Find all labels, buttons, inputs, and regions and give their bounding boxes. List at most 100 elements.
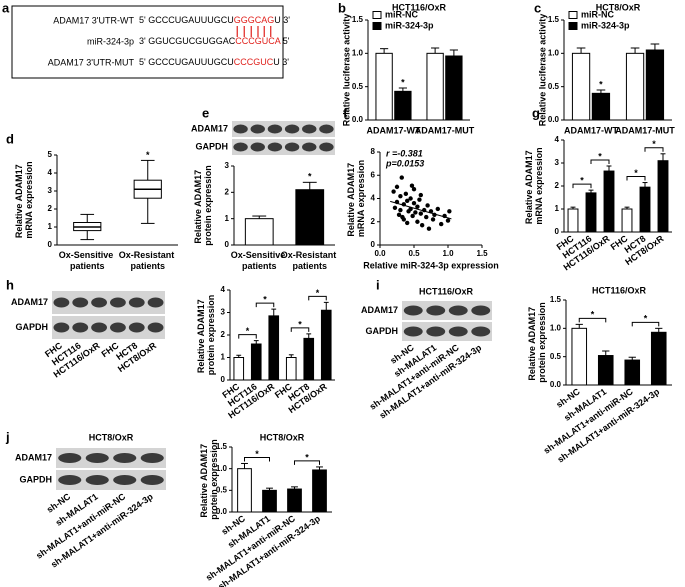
y-tick-label: 4 xyxy=(48,168,53,177)
sequence-name: miR-324-3p xyxy=(87,36,134,46)
blot-band xyxy=(267,124,283,134)
bar xyxy=(287,488,302,513)
point xyxy=(430,217,436,222)
bar xyxy=(571,52,591,121)
chart-title: HCT8/OxR xyxy=(260,432,305,442)
blot-band xyxy=(85,475,109,485)
point xyxy=(424,214,429,220)
legend-swatch xyxy=(372,11,382,19)
bar xyxy=(250,343,262,381)
y-axis-label: Relative ADAM17 mRNA expression xyxy=(346,160,366,237)
y-tick-label: 1.5 xyxy=(352,15,364,24)
point xyxy=(417,197,422,202)
point xyxy=(426,226,432,231)
text-line: protein expression xyxy=(203,165,213,246)
significance-label: * xyxy=(316,288,320,298)
text-line: protein expression xyxy=(537,302,547,383)
point xyxy=(405,198,410,204)
sequence-name: ADAM17 3'UTR-WT xyxy=(53,15,134,25)
x-tick-label: ADAM17-WT xyxy=(564,125,618,135)
point xyxy=(445,218,451,223)
blot-band xyxy=(140,475,164,485)
bar xyxy=(268,315,280,381)
text-line: Relative ADAM17 xyxy=(196,297,206,373)
y-tick-label: 3 xyxy=(48,186,53,195)
bar xyxy=(375,52,393,121)
point xyxy=(418,211,423,216)
x-tick-label: Ox-Resistant patients xyxy=(119,250,177,271)
blot-band xyxy=(110,322,126,333)
blot-band xyxy=(302,142,317,152)
text-line: patients xyxy=(70,261,105,271)
blot-strip xyxy=(52,316,165,339)
significance-bracket xyxy=(572,183,592,189)
significance-bracket xyxy=(244,456,270,462)
panel-letter: e xyxy=(202,105,209,120)
bar xyxy=(303,337,315,381)
blot-row-label: ADAM17 xyxy=(361,305,398,315)
x-tick-label: Ox-Sensitive patients xyxy=(59,250,116,271)
blot-band xyxy=(319,142,334,152)
significance-bracket xyxy=(626,176,646,181)
blot-strip xyxy=(56,448,166,468)
text-line: Relative ADAM17 xyxy=(524,148,534,224)
x-tick-label: 1.5 xyxy=(476,249,488,258)
y-tick-label: 8 xyxy=(371,147,376,156)
y-tick-label: 0.0 xyxy=(216,507,228,516)
significance-bracket xyxy=(590,159,610,164)
text-line: Ox-Resistant xyxy=(281,250,339,260)
point xyxy=(391,189,396,194)
y-tick-label: 1 xyxy=(48,222,53,231)
panel-letter: b xyxy=(338,0,346,15)
legend-label: miR-NC xyxy=(385,9,418,19)
bar xyxy=(624,359,641,386)
y-tick-label: 0 xyxy=(371,240,376,249)
blot-band xyxy=(448,305,468,316)
blot-band xyxy=(426,305,446,316)
y-tick-label: 2 xyxy=(221,330,226,339)
point xyxy=(411,200,417,206)
x-axis-label: Relative miR-324-3p expression xyxy=(363,260,499,270)
panel-letter: a xyxy=(2,0,10,15)
sequence: 5' GCCCUGAUUUGCUGGGCAGU 3' xyxy=(139,15,290,25)
blot-strip xyxy=(52,291,165,314)
y-tick-label: 4 xyxy=(221,285,226,294)
bar xyxy=(625,52,645,121)
blot-band xyxy=(426,326,446,337)
text-line: mRNA expression xyxy=(24,161,34,238)
lane-label: sh-MALAT1+anti-miR-NC xyxy=(368,342,461,412)
sequence: 5' GCCCUGAUUUGCUCCCGUCU 3' xyxy=(139,57,289,67)
y-tick-label: 1 xyxy=(221,353,226,362)
significance-label: * xyxy=(401,77,405,87)
y-tick-label: 0.5 xyxy=(352,82,364,91)
text-line: Ox-Sensitive xyxy=(231,250,288,260)
legend-label: miR-324-3p xyxy=(385,20,434,30)
blot-band xyxy=(448,326,468,337)
blot-row-label: GAPDH xyxy=(365,326,398,336)
point xyxy=(394,184,400,190)
y-axis-label: Relative ADAM17 protein expression xyxy=(193,165,213,246)
bar xyxy=(320,309,332,381)
x-tick-label: Ox-Sensitive patients xyxy=(231,250,288,271)
y-tick-label: 1 xyxy=(225,214,230,223)
sequence-segment: 5' GCCCUGAUUUGCU xyxy=(139,15,234,25)
y-tick-label: 1.0 xyxy=(550,323,562,332)
point xyxy=(400,214,405,220)
sequence-name: ADAM17 3'UTR-MUT xyxy=(48,57,135,67)
point xyxy=(408,196,413,201)
bar xyxy=(597,355,614,386)
y-axis-label: Relative ADAM17 protein expression xyxy=(196,295,216,376)
x-tick-label: ADAM17-MUT xyxy=(415,125,475,135)
y-tick-label: 0 xyxy=(225,240,230,249)
y-tick-label: 3 xyxy=(225,161,230,170)
blot-strip xyxy=(56,470,166,490)
y-tick-label: 2 xyxy=(225,187,230,196)
blot-band xyxy=(72,322,89,333)
y-axis-label: Relative luciferase activity xyxy=(341,14,351,127)
bar xyxy=(237,468,252,513)
point xyxy=(418,192,423,198)
blot-band xyxy=(147,322,164,333)
point xyxy=(419,223,425,228)
blot-band xyxy=(58,453,82,463)
blot-band xyxy=(319,124,334,134)
